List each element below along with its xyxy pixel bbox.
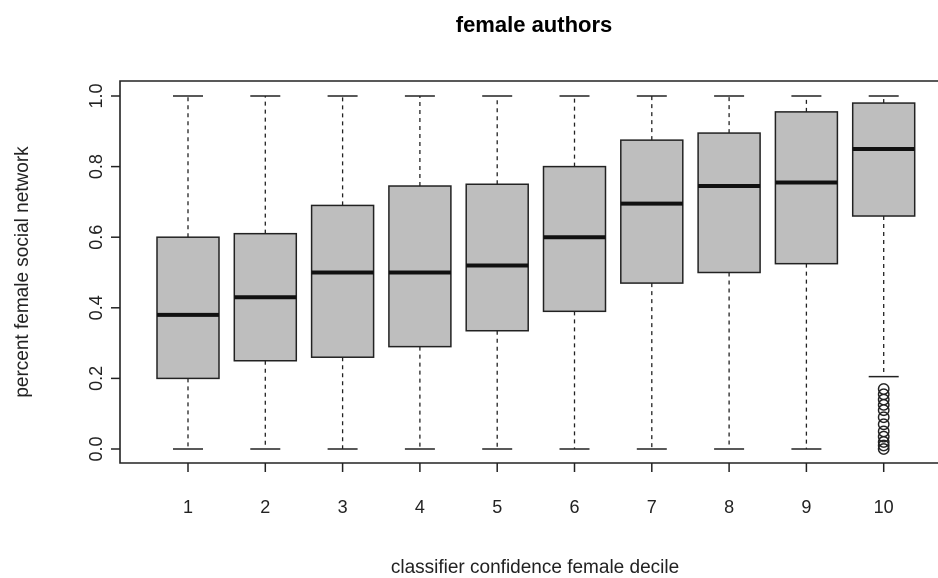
y-tick-label: 0.2	[86, 366, 106, 391]
outlier-point	[877, 398, 890, 411]
y-tick-label: 0.4	[86, 295, 106, 320]
box	[465, 183, 529, 332]
box	[388, 185, 452, 348]
box	[697, 132, 761, 274]
x-axis-label: classifier confidence female decile	[391, 557, 679, 578]
y-tick-label: 0.8	[86, 154, 106, 179]
x-tick-label: 5	[492, 497, 502, 517]
box	[774, 111, 839, 265]
y-tick-label: 0.0	[86, 436, 106, 461]
x-tick-label: 9	[801, 497, 811, 517]
y-axis-label: percent female social network	[12, 146, 33, 398]
x-tick-label: 7	[647, 497, 657, 517]
outlier-point	[877, 443, 890, 455]
y-tick-label: 0.6	[86, 225, 106, 250]
x-tick-label: 10	[874, 497, 894, 517]
outlier-point	[877, 411, 890, 424]
x-tick-label: 1	[183, 497, 193, 517]
x-tick-label: 2	[260, 497, 270, 517]
box	[156, 236, 220, 380]
box	[310, 204, 375, 358]
plot-frame	[119, 80, 938, 464]
outlier-point	[877, 404, 890, 417]
outlier-point	[877, 418, 890, 431]
box	[620, 139, 684, 284]
outlier-point	[877, 436, 890, 448]
chart-title: female authors	[456, 12, 613, 37]
outlier-point	[877, 439, 890, 452]
x-tick-label: 3	[338, 497, 348, 517]
outlier-point	[877, 430, 890, 443]
x-tick-label: 4	[415, 497, 425, 517]
x-tick-label: 8	[724, 497, 734, 517]
box	[851, 102, 916, 217]
x-tick-label: 6	[569, 497, 579, 517]
y-tick-label: 1.0	[86, 83, 106, 108]
